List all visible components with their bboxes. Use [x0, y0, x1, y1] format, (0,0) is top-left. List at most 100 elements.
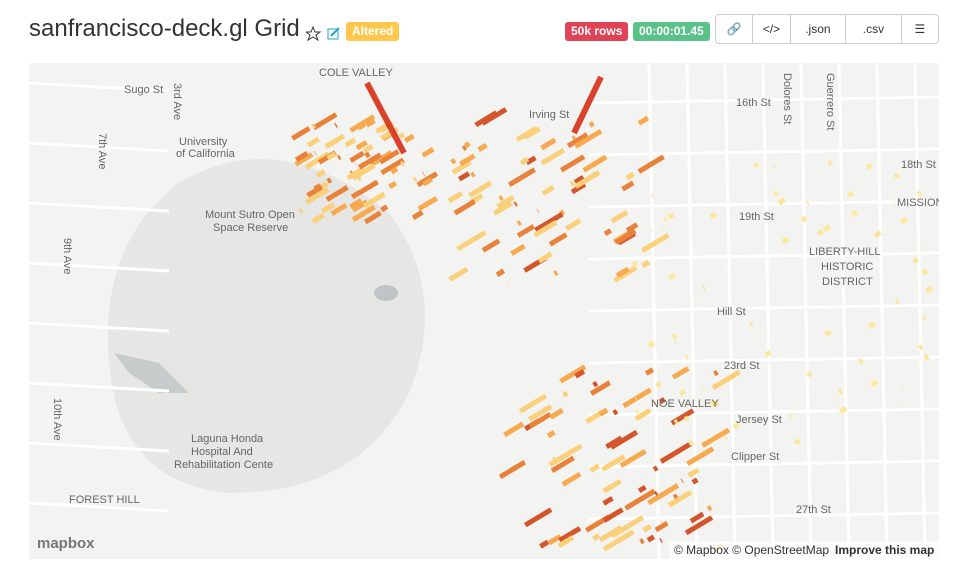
grid-cell [900, 216, 909, 225]
title: sanfrancisco-deck.gl Grid [29, 15, 300, 42]
street [723, 63, 737, 559]
grid-cell [364, 210, 382, 225]
grid-cell [398, 132, 405, 139]
grid-cell [294, 152, 314, 167]
grid-cell [503, 421, 525, 438]
json-button[interactable]: .json [791, 15, 847, 43]
grid-cell [621, 180, 635, 192]
grid-cell [773, 190, 779, 197]
button-group: 🔗 </> .json .csv ☰ [715, 14, 939, 44]
grid-cell [610, 210, 629, 224]
grid-cell [456, 230, 487, 252]
improve-link[interactable]: Improve this map [835, 543, 934, 557]
embed-button[interactable]: </> [753, 15, 791, 43]
grid-cell [598, 407, 609, 417]
csv-button[interactable]: .csv [846, 15, 902, 43]
grid-cell [380, 204, 389, 213]
grid-cell [495, 268, 506, 277]
street [29, 201, 170, 213]
map-label: 23rd St [724, 360, 759, 372]
grid-cell [732, 422, 740, 430]
grid-cell [294, 151, 309, 163]
grid-cell [493, 201, 513, 216]
grid-cell [634, 408, 652, 421]
grid-cell [349, 114, 376, 133]
grid-cell [723, 434, 728, 440]
grid-cell [311, 123, 316, 129]
attribution[interactable]: © Mapbox © OpenStreetMap [674, 543, 829, 557]
title-icons[interactable] [306, 26, 346, 42]
street [837, 63, 851, 559]
grid-cell [709, 399, 718, 407]
grid-cell [357, 179, 379, 196]
grid-cell [615, 266, 630, 278]
grid-cell [333, 122, 339, 128]
grid-cell [625, 171, 635, 181]
grid-cell [912, 257, 920, 264]
grid-cell [602, 529, 635, 552]
grid-cell [822, 224, 832, 233]
map-label: COLE VALLEY [319, 67, 393, 79]
grid-cell [516, 220, 522, 227]
grid-cell [652, 465, 659, 472]
street [685, 63, 699, 559]
grid-cell [650, 193, 655, 199]
grid-cell [510, 243, 526, 256]
map-label: Mount Sutro Open [205, 209, 295, 221]
grid-cell [918, 344, 924, 351]
link-button[interactable]: 🔗 [716, 15, 754, 43]
reservoir [374, 285, 398, 301]
grid-cell [346, 166, 366, 181]
grid-cell [388, 180, 398, 190]
grid-cell [658, 397, 666, 404]
grid-cell [464, 141, 471, 149]
grid-cell [553, 270, 559, 277]
grid-cell [893, 172, 901, 180]
grid-cell [560, 154, 586, 173]
grid-cell [634, 409, 640, 415]
grid-cell [646, 534, 656, 543]
grid-cell [411, 210, 424, 220]
grid-cell [647, 340, 656, 349]
mapbox-logo[interactable]: mapbox [37, 535, 95, 552]
grid-cell [422, 171, 426, 177]
grid-cell [561, 471, 582, 487]
map-label: 9th Ave [61, 238, 73, 275]
map-label: Irving St [529, 109, 569, 121]
map-label: NOE VALLEY [651, 398, 719, 410]
grid-cell [663, 216, 668, 223]
grid-cell [839, 406, 848, 414]
grid-cell [326, 151, 337, 161]
grid-cell [637, 154, 665, 174]
grid-cell [365, 118, 376, 128]
grid-cell [602, 496, 614, 506]
map-label: Dolores St [781, 73, 793, 124]
grid-cell [701, 427, 731, 448]
grid-cell [816, 229, 824, 237]
altered-badge[interactable]: Altered [346, 22, 400, 41]
grid-cell [557, 535, 575, 549]
grid-cell [403, 133, 415, 143]
grid-cell [324, 133, 346, 149]
map-label: Hill St [717, 306, 746, 318]
grid-cell [349, 150, 365, 163]
grid-cell [516, 224, 535, 238]
grid-cell [325, 185, 349, 202]
map-label: Sugo St [124, 84, 163, 96]
menu-button[interactable]: ☰ [914, 22, 926, 36]
grid-cell [375, 123, 388, 134]
street [588, 303, 939, 313]
map-label: Clipper St [731, 451, 779, 463]
street [29, 261, 170, 273]
grid-cell [921, 268, 929, 276]
grid-cell [571, 75, 604, 135]
grid-cell [900, 386, 904, 392]
grid-cell [355, 140, 368, 151]
grid-cell [655, 380, 663, 388]
grid-cell [311, 213, 325, 224]
grid-cell [459, 153, 476, 167]
grid-cell [537, 251, 553, 264]
street [588, 251, 939, 261]
street [29, 441, 170, 453]
